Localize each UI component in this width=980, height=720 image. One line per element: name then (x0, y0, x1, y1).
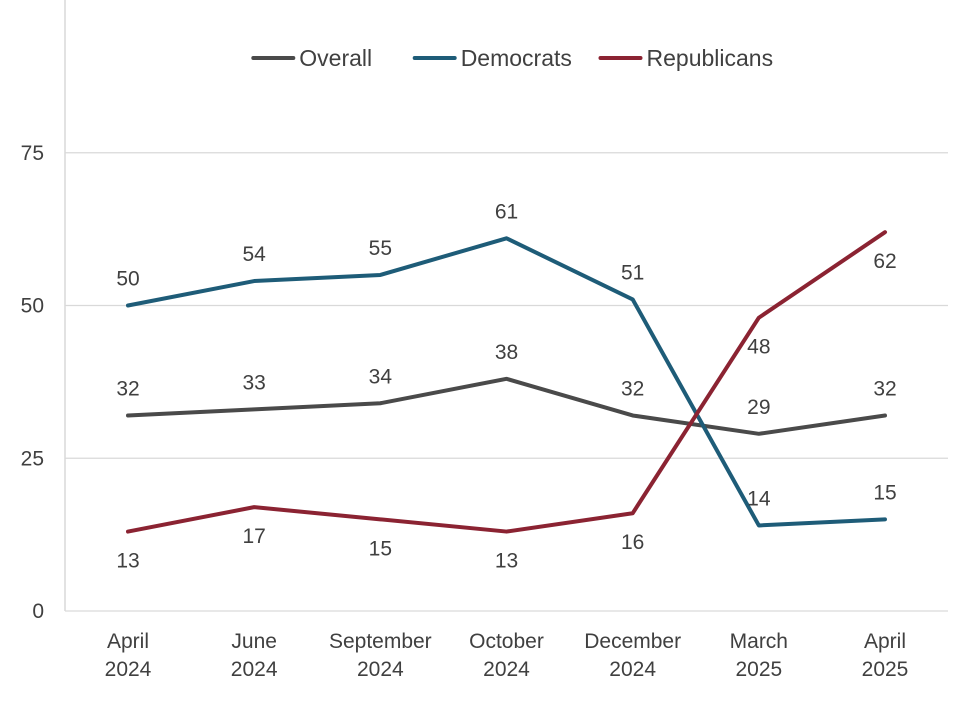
x-tick-label: October 2024 (469, 630, 544, 681)
data-label: 34 (369, 365, 393, 388)
data-label: 32 (621, 377, 644, 400)
y-tick-label: 50 (21, 295, 44, 318)
data-label: 50 (116, 268, 139, 291)
x-tick-label: December 2024 (584, 630, 681, 681)
y-tick-label: 25 (21, 447, 44, 470)
data-label: 55 (369, 237, 392, 260)
data-label: 15 (369, 537, 392, 560)
data-label: 54 (242, 243, 266, 266)
data-label: 16 (621, 531, 644, 554)
data-label: 32 (873, 377, 896, 400)
data-label: 13 (495, 550, 518, 573)
x-tick-label: April 2024 (105, 630, 152, 681)
series-lines (126, 230, 887, 534)
x-tick-label: April 2025 (862, 630, 909, 681)
y-tick-label: 0 (32, 600, 44, 623)
legend-label: Overall (299, 45, 372, 71)
legend-label: Republicans (647, 45, 774, 71)
data-label: 17 (242, 525, 265, 548)
data-label: 29 (747, 396, 770, 419)
data-label: 33 (242, 371, 265, 394)
x-tick-label: June 2024 (231, 630, 278, 681)
data-label: 13 (116, 550, 139, 573)
legend-item-democrats: Democrats (412, 45, 572, 71)
legend-label: Democrats (461, 45, 572, 71)
data-label: 32 (116, 377, 139, 400)
y-tick-label: 75 (21, 142, 44, 165)
gridlines (65, 152, 948, 612)
data-label: 15 (873, 481, 896, 504)
data-label: 61 (495, 200, 518, 223)
x-tick-label: March 2025 (730, 630, 788, 681)
legend: Overall Democrats Republicans (251, 45, 774, 71)
data-label: 62 (873, 250, 896, 273)
legend-item-republicans: Republicans (598, 45, 774, 71)
data-label: 14 (747, 487, 771, 510)
data-label: 48 (747, 336, 770, 359)
data-label: 51 (621, 261, 644, 284)
x-tick-label: September 2024 (329, 630, 432, 681)
x-axis: April 2024 June 2024 September 2024 October 202… (105, 630, 909, 681)
legend-item-overall: Overall (251, 45, 372, 71)
y-axis: 0 25 50 75 (21, 0, 66, 623)
data-label: 38 (495, 341, 518, 364)
data-labels: 32 33 34 38 32 29 32 50 54 55 61 51 14 15 13 17 15 13 16 48… (116, 200, 896, 572)
